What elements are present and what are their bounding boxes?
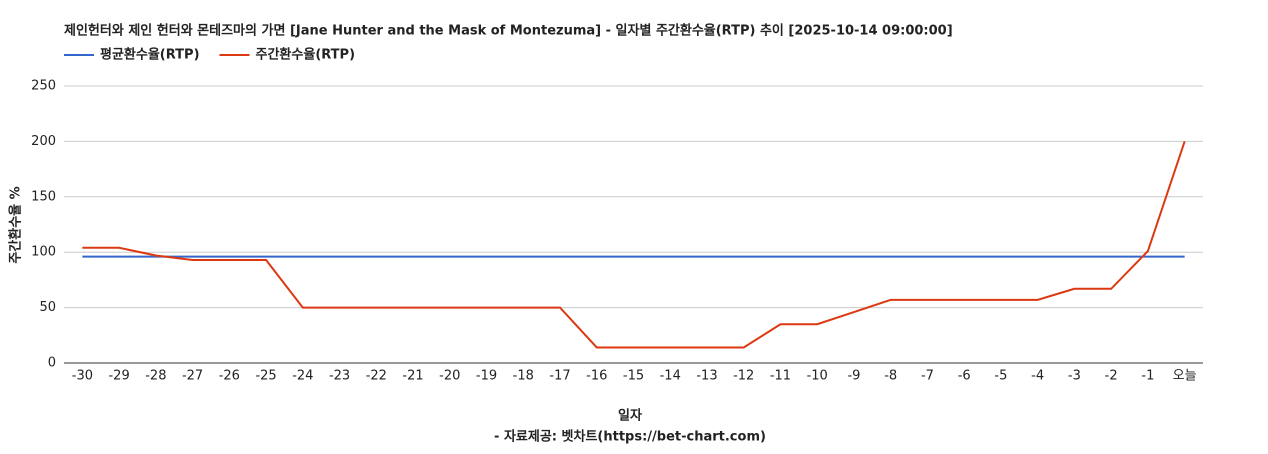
x-tick-label: -5 bbox=[994, 369, 1007, 384]
x-tick-label: -17 bbox=[549, 369, 570, 384]
x-tick-label: -6 bbox=[958, 369, 971, 384]
y-tick-label: 50 bbox=[39, 300, 56, 315]
legend-label: 주간환수율(RTP) bbox=[256, 47, 356, 63]
x-tick-label: -22 bbox=[366, 369, 387, 384]
y-axis-label: 주간환수율 % bbox=[8, 186, 24, 263]
x-tick-label: -19 bbox=[476, 369, 497, 384]
x-tick-label: -27 bbox=[182, 369, 203, 384]
x-tick-label: -12 bbox=[733, 369, 754, 384]
x-tick-label: -23 bbox=[329, 369, 350, 384]
y-tick-label: 100 bbox=[31, 245, 56, 260]
x-tick-label: -24 bbox=[292, 369, 313, 384]
x-tick-label: 오늘 bbox=[1173, 369, 1197, 384]
legend-label: 평균환수율(RTP) bbox=[100, 47, 200, 63]
x-tick-label: -15 bbox=[623, 369, 644, 384]
x-tick-label: -4 bbox=[1031, 369, 1044, 384]
x-tick-label: -18 bbox=[513, 369, 534, 384]
chart-title: 제인헌터와 제인 헌터와 몬테즈마의 가면 [Jane Hunter and t… bbox=[64, 23, 953, 39]
y-tick-label: 0 bbox=[48, 356, 56, 371]
x-tick-label: -28 bbox=[145, 369, 166, 384]
y-tick-label: 250 bbox=[31, 79, 56, 94]
x-tick-label: -20 bbox=[439, 369, 460, 384]
x-axis-label: 일자 bbox=[618, 409, 642, 424]
x-tick-label: -7 bbox=[921, 369, 934, 384]
x-tick-label: -10 bbox=[807, 369, 828, 384]
x-tick-label: -26 bbox=[219, 369, 240, 384]
y-tick-label: 200 bbox=[31, 134, 56, 149]
x-tick-label: -2 bbox=[1105, 369, 1118, 384]
x-tick-label: -8 bbox=[884, 369, 897, 384]
x-tick-label: -21 bbox=[402, 369, 423, 384]
series-line bbox=[82, 141, 1186, 349]
x-tick-label: -30 bbox=[72, 369, 93, 384]
source-note: - 자료제공: 벳차트(https://bet-chart.com) bbox=[494, 429, 766, 445]
x-tick-label: -16 bbox=[586, 369, 607, 384]
y-tick-label: 150 bbox=[31, 189, 56, 204]
x-tick-label: -9 bbox=[847, 369, 860, 384]
x-tick-label: -29 bbox=[108, 369, 129, 384]
x-tick-label: -13 bbox=[696, 369, 717, 384]
x-tick-label: -25 bbox=[255, 369, 276, 384]
x-tick-label: -11 bbox=[770, 369, 791, 384]
x-tick-label: -1 bbox=[1141, 369, 1154, 384]
x-tick-label: -14 bbox=[660, 369, 681, 384]
x-tick-label: -3 bbox=[1068, 369, 1081, 384]
